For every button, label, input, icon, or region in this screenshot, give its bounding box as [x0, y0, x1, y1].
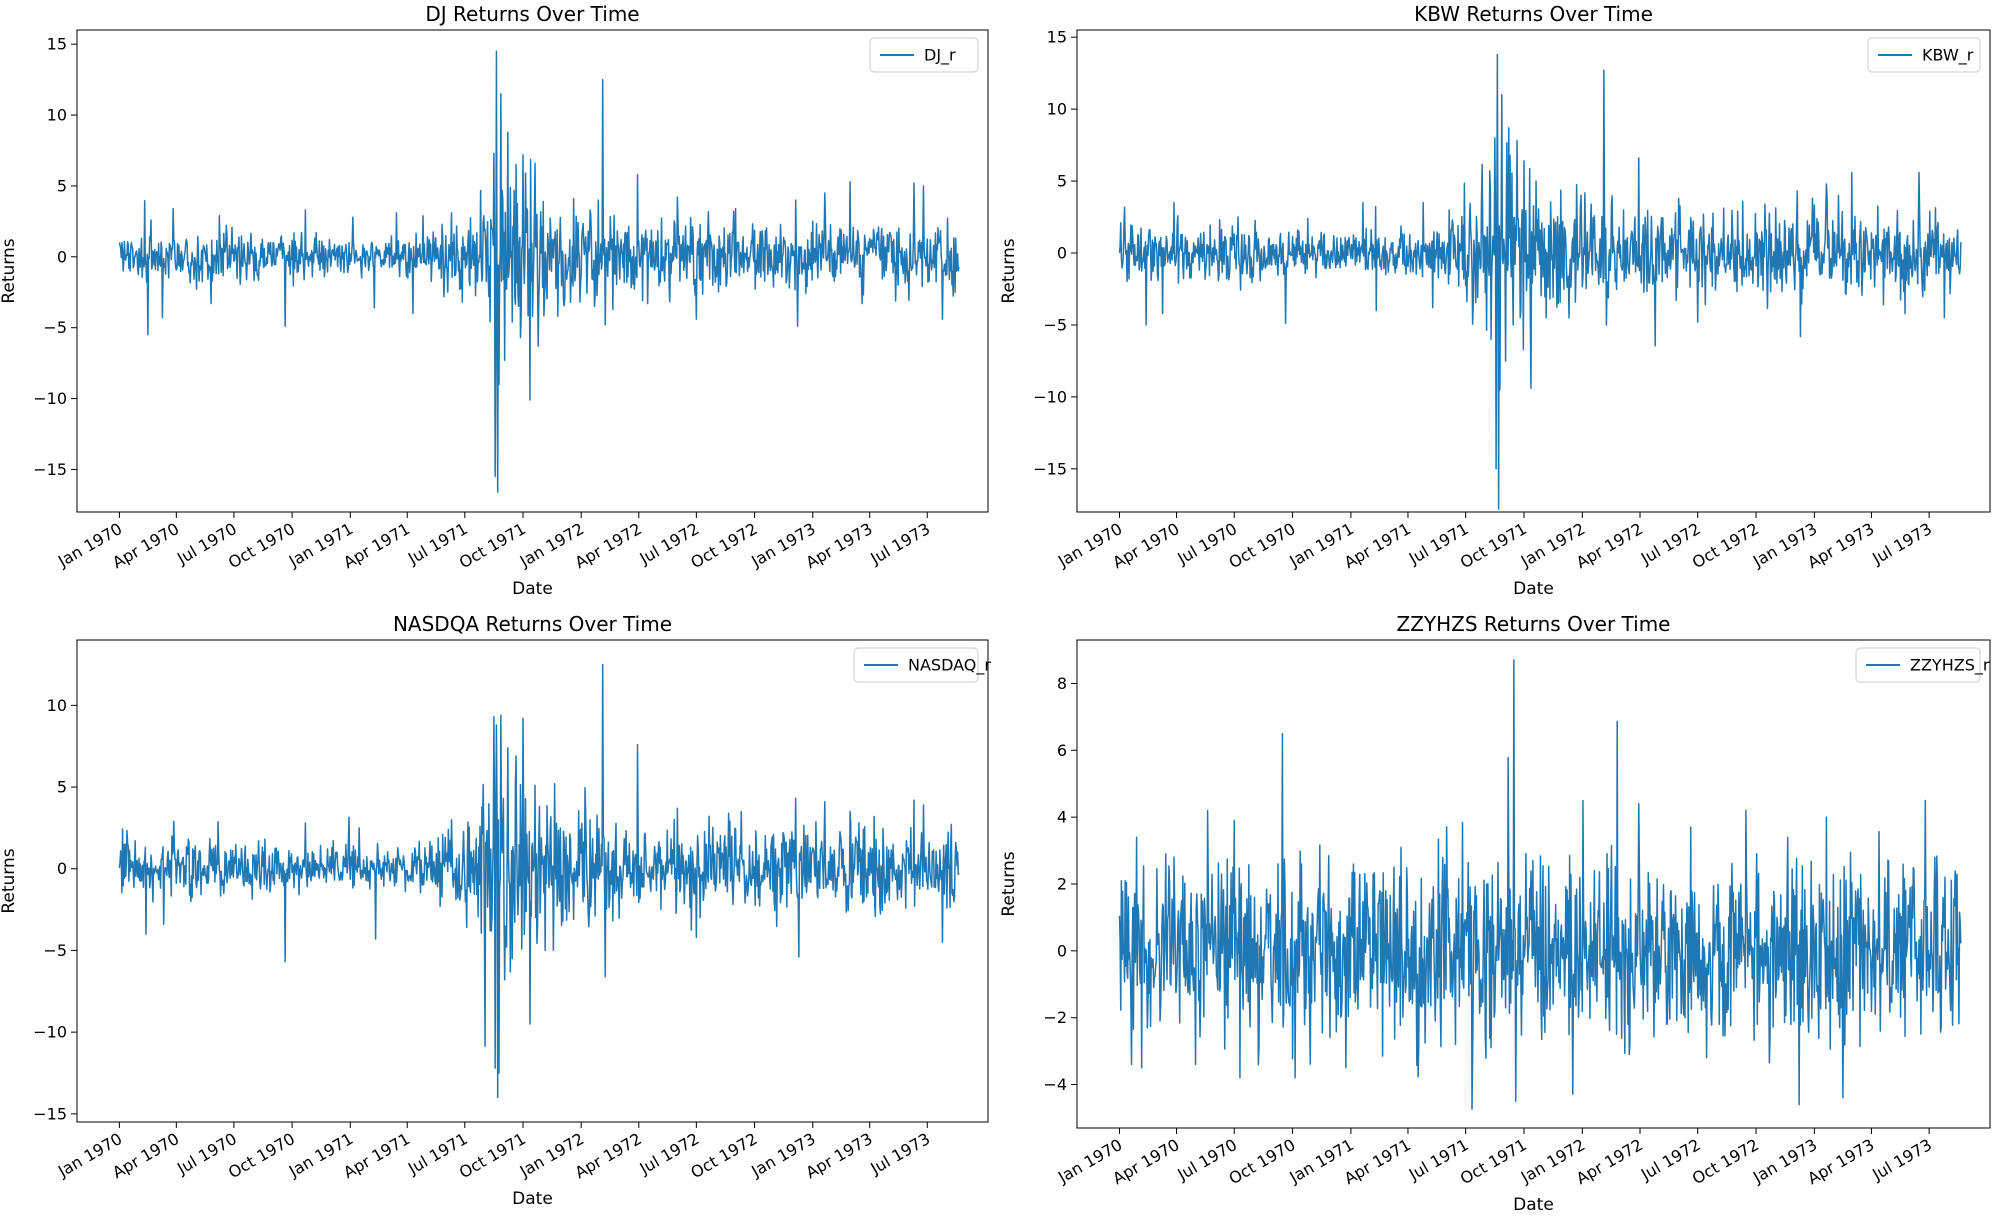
legend: DJ_r [869, 37, 979, 73]
x-tick-label: Apr 1972 [572, 1129, 645, 1182]
y-axis-label: Returns [999, 238, 1019, 303]
y-tick-label: 0 [57, 859, 67, 878]
y-tick-label: 6 [1057, 741, 1067, 760]
y-tick-label: 8 [1057, 674, 1067, 693]
legend: ZZYHZS_r [1855, 647, 1990, 683]
x-tick-label: Jul 1973 [1868, 1135, 1935, 1185]
x-tick-label: Oct 1970 [225, 519, 298, 572]
legend-box [853, 647, 979, 683]
series-line-KBW_r [1118, 53, 1962, 510]
y-tick-label: 0 [1057, 244, 1067, 263]
y-tick-label: 15 [47, 35, 67, 54]
y-tick-label: 10 [47, 696, 67, 715]
y-tick-label: −15 [1033, 459, 1067, 478]
plot-frame [76, 639, 989, 1123]
y-tick-label: 10 [1047, 100, 1067, 119]
y-tick-label: −5 [43, 941, 67, 960]
x-tick-label: Oct 1970 [225, 1129, 298, 1182]
x-tick-label: Jul 1973 [867, 519, 934, 569]
x-tick-label: Apr 1972 [1573, 1135, 1646, 1188]
legend-label: DJ_r [924, 46, 956, 66]
chart-panel-3: NASDQA Returns Over Time−15−10−50510Jan … [0, 612, 991, 1209]
x-axis-label: Date [512, 1189, 553, 1209]
y-tick-label: 2 [1057, 875, 1067, 894]
y-tick-label: −10 [33, 1023, 67, 1042]
y-axis-label: Returns [0, 848, 19, 913]
y-tick-label: −10 [33, 389, 67, 408]
y-axis-label: Returns [999, 851, 1019, 916]
legend: KBW_r [1867, 37, 1981, 73]
x-tick-label: Apr 1972 [1573, 519, 1646, 572]
x-tick-label: Oct 1971 [456, 1129, 529, 1182]
chart-title: DJ Returns Over Time [425, 2, 639, 26]
y-tick-label: −5 [43, 318, 67, 337]
chart-title: KBW Returns Over Time [1414, 2, 1653, 26]
legend-label: NASDAQ_r [908, 656, 991, 676]
series-line-NASDAQ_r [118, 663, 960, 1099]
x-tick-label: Oct 1971 [1457, 1135, 1530, 1188]
x-tick-label: Oct 1970 [1225, 1135, 1298, 1188]
x-tick-label: Jul 1973 [867, 1129, 934, 1179]
x-tick-label: Jul 1973 [1868, 519, 1935, 569]
x-tick-label: Oct 1972 [687, 519, 760, 572]
x-axis-label: Date [512, 579, 553, 599]
chart-title: NASDQA Returns Over Time [393, 612, 672, 636]
plot-frame [76, 29, 989, 513]
x-tick-label: Oct 1971 [456, 519, 529, 572]
series-line-DJ_r [118, 50, 960, 493]
y-tick-label: 5 [57, 778, 67, 797]
y-tick-label: 15 [1047, 28, 1067, 47]
y-tick-label: −15 [33, 460, 67, 479]
x-tick-label: Oct 1970 [1225, 519, 1298, 572]
y-tick-label: 0 [57, 247, 67, 266]
x-tick-label: Oct 1972 [1689, 519, 1762, 572]
y-tick-label: 5 [1057, 172, 1067, 191]
series-line-ZZYHZS_r [1118, 659, 1962, 1111]
legend: NASDAQ_r [853, 647, 991, 683]
y-tick-label: −5 [1043, 315, 1067, 334]
y-tick-label: −4 [1043, 1075, 1067, 1094]
x-axis-label: Date [1513, 1195, 1554, 1215]
legend-box [869, 37, 979, 73]
y-tick-label: −2 [1043, 1008, 1067, 1027]
x-axis-label: Date [1513, 579, 1554, 599]
legend-label: KBW_r [1922, 46, 1974, 66]
y-tick-label: 10 [47, 106, 67, 125]
y-tick-label: −15 [33, 1104, 67, 1123]
legend-label: ZZYHZS_r [1910, 656, 1990, 676]
legend-box [1867, 37, 1981, 73]
plot-frame [1076, 29, 1991, 513]
y-tick-label: −10 [1033, 387, 1067, 406]
x-tick-label: Oct 1972 [687, 1129, 760, 1182]
y-axis-label: Returns [0, 238, 19, 303]
y-tick-label: 5 [57, 176, 67, 195]
legend-box [1855, 647, 1981, 683]
chart-title: ZZYHZS Returns Over Time [1397, 612, 1671, 636]
y-tick-label: 4 [1057, 808, 1067, 827]
x-tick-label: Oct 1972 [1689, 1135, 1762, 1188]
y-tick-label: 0 [1057, 941, 1067, 960]
x-tick-label: Apr 1972 [572, 519, 645, 572]
x-tick-label: Oct 1971 [1457, 519, 1530, 572]
